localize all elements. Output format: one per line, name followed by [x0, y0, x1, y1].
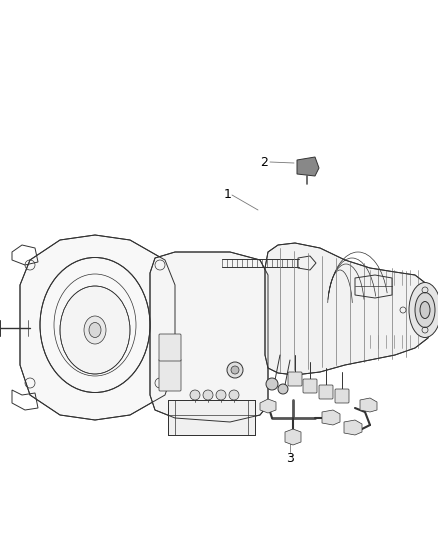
Circle shape	[216, 390, 226, 400]
Polygon shape	[265, 243, 432, 375]
Ellipse shape	[415, 293, 435, 327]
Ellipse shape	[420, 302, 430, 319]
Polygon shape	[20, 235, 175, 420]
Circle shape	[266, 378, 278, 390]
Polygon shape	[360, 398, 377, 412]
Ellipse shape	[409, 282, 438, 337]
Text: 1: 1	[224, 189, 232, 201]
Polygon shape	[285, 429, 301, 445]
Circle shape	[227, 362, 243, 378]
Polygon shape	[260, 399, 276, 413]
Polygon shape	[150, 252, 268, 422]
Polygon shape	[322, 410, 340, 425]
Circle shape	[203, 390, 213, 400]
Ellipse shape	[89, 322, 101, 337]
Circle shape	[229, 390, 239, 400]
Circle shape	[278, 384, 288, 394]
FancyBboxPatch shape	[288, 372, 302, 386]
Text: 2: 2	[260, 156, 268, 168]
FancyBboxPatch shape	[319, 385, 333, 399]
FancyBboxPatch shape	[303, 379, 317, 393]
Ellipse shape	[60, 286, 130, 374]
FancyBboxPatch shape	[159, 334, 181, 361]
Ellipse shape	[84, 316, 106, 344]
Circle shape	[231, 366, 239, 374]
Polygon shape	[297, 157, 319, 176]
Circle shape	[190, 390, 200, 400]
Polygon shape	[168, 400, 255, 435]
FancyBboxPatch shape	[159, 359, 181, 391]
FancyBboxPatch shape	[335, 389, 349, 403]
Polygon shape	[344, 420, 362, 435]
Ellipse shape	[40, 257, 150, 392]
Text: 3: 3	[286, 451, 294, 464]
